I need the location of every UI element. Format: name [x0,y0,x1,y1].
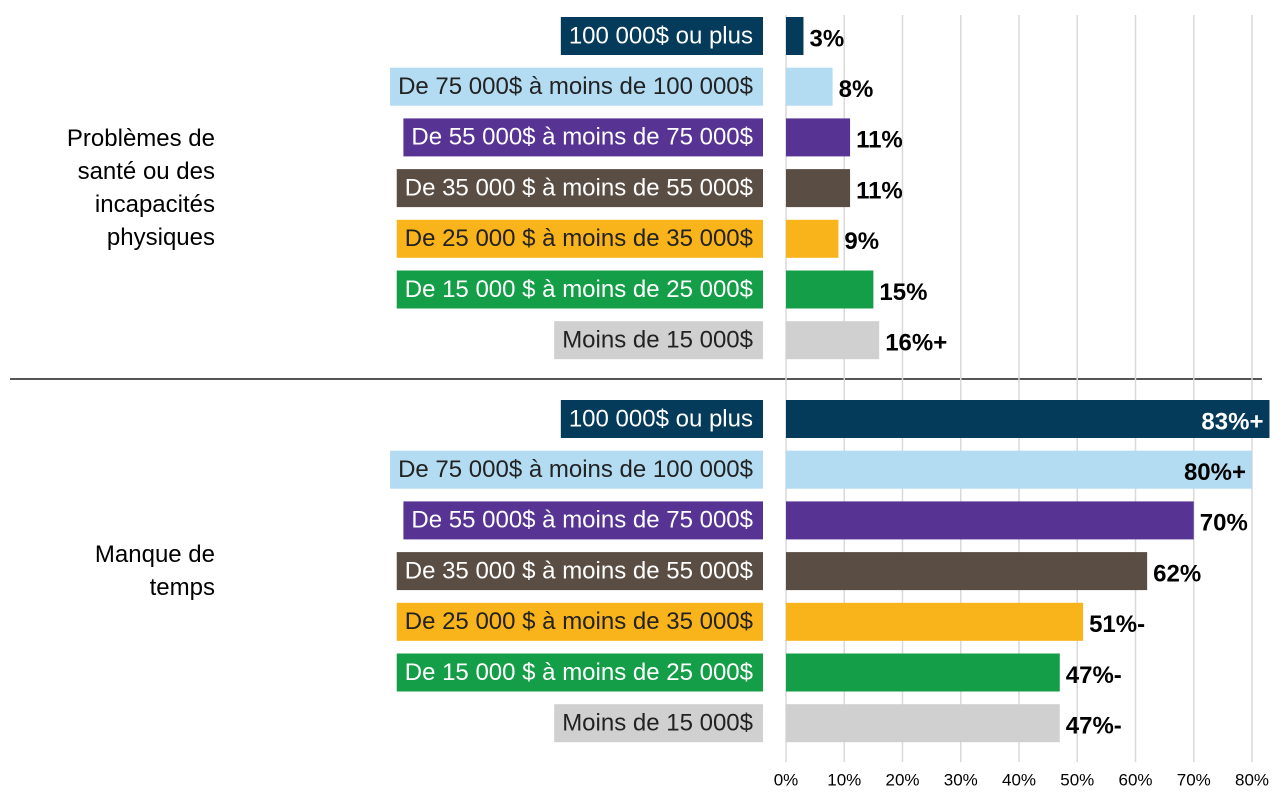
value-label: 8% [839,76,874,103]
category-label-bg [396,653,763,692]
category-label: De 35 000 $ à moins de 55 000$ [405,557,753,584]
x-tick-label: 80% [1235,770,1269,789]
category-label: Moins de 15 000$ [562,327,753,354]
value-label: 11% [856,177,903,204]
category-label: De 15 000 $ à moins de 25 000$ [405,659,753,686]
category-label-bg [403,118,763,157]
bar [786,653,1060,692]
bar [786,704,1060,743]
bar [786,270,874,309]
value-label: 47%- [1066,662,1122,689]
value-label: 47%- [1066,713,1122,740]
x-tick-label: 50% [1060,770,1094,789]
value-label: 80%+ [1184,459,1246,486]
bar [786,169,851,208]
group-label: Manque de temps [94,541,215,602]
category-label: 100 000$ ou plus [569,22,753,49]
category-label-bg [554,321,763,360]
bar [786,501,1194,540]
group-label-box: Manque de temps [0,400,215,742]
bar [786,450,1252,489]
value-label: 3% [809,25,844,52]
category-label-bg [396,602,763,641]
value-label: 83%+ [1201,408,1263,435]
x-tick-label: 70% [1177,770,1211,789]
bar [786,67,833,106]
category-label-bg [396,169,763,208]
category-label-bg [396,552,763,591]
category-label-bg [554,704,763,743]
category-label: De 25 000 $ à moins de 35 000$ [405,608,753,635]
bar [786,17,804,55]
category-label-bg [560,400,763,438]
category-label: De 55 000$ à moins de 75 000$ [411,507,753,534]
x-tick-label: 60% [1118,770,1152,789]
category-label-bg [560,17,763,55]
value-label: 11% [856,127,903,154]
bar [786,219,839,258]
bar [786,321,880,360]
value-label: 70% [1200,510,1248,537]
group-label-box: Problèmes de santé ou des incapacités ph… [0,17,215,359]
category-label-bg [396,219,763,258]
x-tick-label: 30% [944,770,978,789]
bar [786,118,851,157]
value-label: 15% [879,279,927,306]
x-tick-label: 10% [827,770,861,789]
category-label: De 15 000 $ à moins de 25 000$ [405,276,753,303]
category-label: De 25 000 $ à moins de 35 000$ [405,225,753,252]
category-label: Moins de 15 000$ [562,710,753,737]
value-label: 16%+ [885,330,947,357]
category-label: De 75 000$ à moins de 100 000$ [398,73,753,100]
group-label: Problèmes de santé ou des incapacités ph… [66,125,215,252]
x-tick-label: 40% [1002,770,1036,789]
category-label: 100 000$ ou plus [569,405,753,432]
bar [786,552,1148,591]
bar [786,602,1084,641]
category-label: De 75 000$ à moins de 100 000$ [398,456,753,483]
value-label: 9% [844,228,879,255]
category-label-bg [390,450,763,489]
category-label: De 55 000$ à moins de 75 000$ [411,124,753,151]
x-tick-label: 0% [774,770,799,789]
category-label-bg [390,67,763,106]
category-label-bg [396,270,763,309]
value-label: 62% [1153,560,1201,587]
category-label: De 35 000 $ à moins de 55 000$ [405,174,753,201]
bar [786,400,1270,438]
value-label: 51%- [1089,611,1145,638]
x-tick-label: 20% [885,770,919,789]
category-label-bg [403,501,763,540]
